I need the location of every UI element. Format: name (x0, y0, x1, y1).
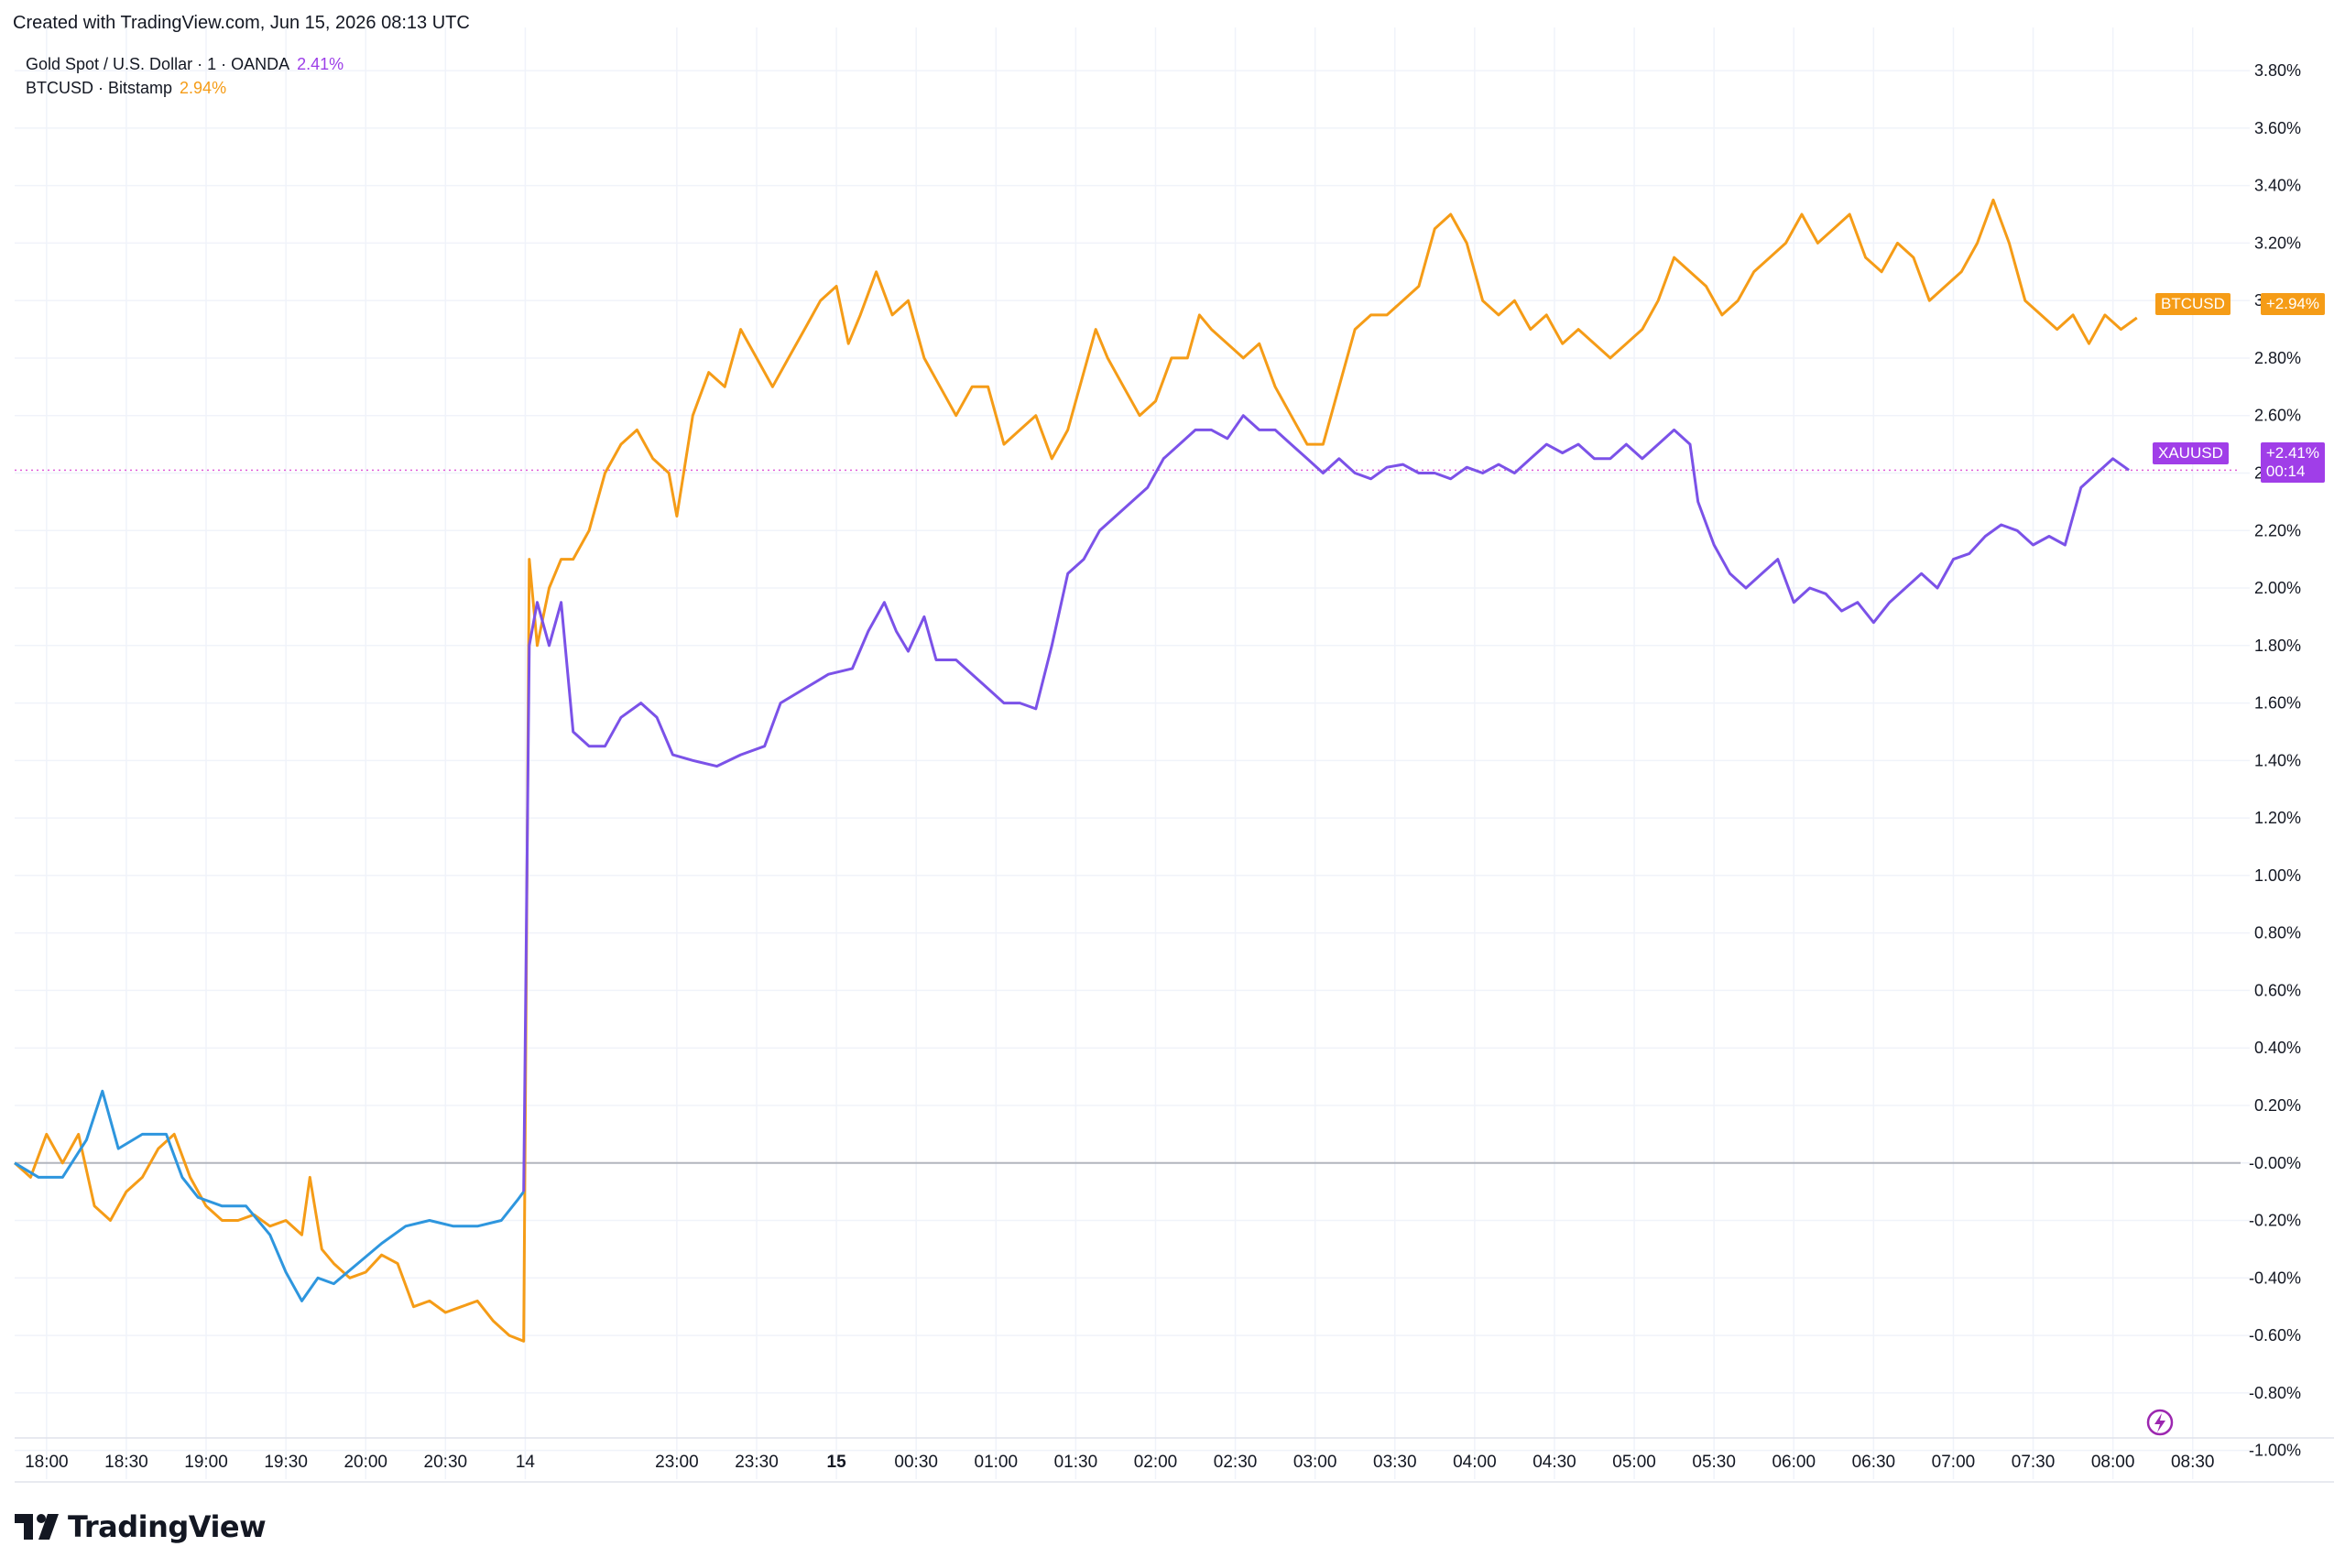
x-tick-label: 04:30 (1532, 1453, 1576, 1472)
x-tick-label: 02:00 (1134, 1453, 1178, 1472)
x-tick-label: 19:30 (264, 1453, 308, 1472)
x-tick-label: 23:30 (735, 1453, 779, 1472)
x-tick-label: 08:00 (2091, 1453, 2135, 1472)
tradingview-logo[interactable]: TradingView (15, 1509, 267, 1544)
y-axis[interactable]: 3.80%3.60%3.40%3.20%3.00%2.80%2.60%2.40%… (2249, 61, 2301, 1460)
y-tick-label: 3.60% (2254, 119, 2301, 137)
y-tick-label: 1.80% (2254, 637, 2301, 655)
x-tick-label: 07:30 (2012, 1453, 2056, 1472)
y-tick-label: 3.80% (2254, 61, 2301, 80)
x-axis[interactable]: 18:00 18:30 19:00 19:30 20:00 20:30 14 23:00 23:… (15, 1437, 2334, 1483)
x-tick-label: 03:30 (1373, 1453, 1417, 1472)
y-tick-label: 0.60% (2254, 981, 2301, 999)
xau-name-tag: XAUUSD (2153, 442, 2229, 464)
btc-line[interactable] (13, 198, 2138, 1343)
x-tick-label: 18:30 (104, 1453, 148, 1472)
y-tick-label: 3.40% (2254, 177, 2301, 195)
x-tick-label: 15 (827, 1453, 847, 1472)
y-tick-label: -0.40% (2249, 1269, 2301, 1287)
x-tick-label: 01:30 (1054, 1453, 1098, 1472)
y-tick-label: 0.20% (2254, 1096, 2301, 1115)
tradingview-wordmark: TradingView (68, 1509, 267, 1544)
zero-line-layer (15, 469, 2241, 1164)
y-tick-label: 2.60% (2254, 407, 2301, 425)
x-tick-label: 05:30 (1692, 1453, 1736, 1472)
y-tick-label: -0.80% (2249, 1384, 2301, 1402)
x-tick-label: 04:00 (1453, 1453, 1497, 1472)
x-tick-label: 08:30 (2171, 1453, 2215, 1472)
x-tick-label: 01:00 (975, 1453, 1019, 1472)
y-tick-label: -0.00% (2249, 1154, 2301, 1172)
y-tick-label: -0.60% (2249, 1326, 2301, 1345)
series-layer (13, 198, 2138, 1343)
legend-btcusd-value: 2.94% (180, 79, 227, 97)
legend-btcusd-label: BTCUSD · Bitstamp (26, 79, 173, 97)
y-tick-label: 3.20% (2254, 234, 2301, 252)
xau-countdown: 00:14 (2265, 463, 2306, 480)
y-tick-label: 1.00% (2254, 866, 2301, 885)
y-tick-label: -1.00% (2249, 1442, 2301, 1460)
x-tick-label: 00:30 (894, 1453, 938, 1472)
x-tick-label: 18:00 (25, 1453, 69, 1472)
x-tick-label: 07:00 (1932, 1453, 1976, 1472)
lightning-icon[interactable] (2146, 1409, 2174, 1436)
y-tick-label: 1.60% (2254, 694, 2301, 713)
x-tick-label: 03:00 (1293, 1453, 1337, 1472)
y-tick-label: 0.80% (2254, 924, 2301, 942)
x-tick-label: 05:00 (1612, 1453, 1656, 1472)
y-tick-label: 2.20% (2254, 521, 2301, 539)
btc-value-tag: +2.94% (2260, 293, 2325, 315)
y-tick-label: 2.80% (2254, 349, 2301, 367)
tradingview-logo-icon (15, 1514, 59, 1540)
y-tick-label: -0.20% (2249, 1212, 2301, 1230)
grid-layer (15, 27, 2250, 1479)
xau-line-early[interactable] (14, 1089, 525, 1302)
x-tick-label: 19:00 (184, 1453, 228, 1472)
legend-xauusd-value: 2.41% (297, 55, 344, 73)
x-tick-label: 14 (516, 1453, 536, 1472)
chart-credit: Created with TradingView.com, Jun 15, 20… (13, 13, 470, 33)
btc-name-tag: BTCUSD (2155, 293, 2230, 315)
xau-value-tag: +2.41% 00:14 (2260, 442, 2325, 483)
x-tick-label: 23:00 (655, 1453, 699, 1472)
xau-value: +2.41% (2265, 444, 2319, 462)
legend-btcusd[interactable]: BTCUSD · Bitstamp 2.94% (26, 79, 226, 98)
x-tick-label: 20:00 (344, 1453, 387, 1472)
y-tick-label: 1.40% (2254, 751, 2301, 769)
y-tick-label: 1.20% (2254, 809, 2301, 827)
x-tick-label: 20:30 (424, 1453, 468, 1472)
xau-line[interactable] (522, 414, 2130, 1192)
y-tick-label: 2.00% (2254, 579, 2301, 597)
x-tick-label: 02:30 (1214, 1453, 1258, 1472)
x-tick-label: 06:30 (1852, 1453, 1896, 1472)
legend-xauusd[interactable]: Gold Spot / U.S. Dollar · 1 · OANDA 2.41% (26, 55, 344, 74)
x-tick-label: 06:00 (1772, 1453, 1816, 1472)
y-tick-label: 0.40% (2254, 1039, 2301, 1057)
legend-xauusd-label: Gold Spot / U.S. Dollar · 1 · OANDA (26, 55, 290, 73)
